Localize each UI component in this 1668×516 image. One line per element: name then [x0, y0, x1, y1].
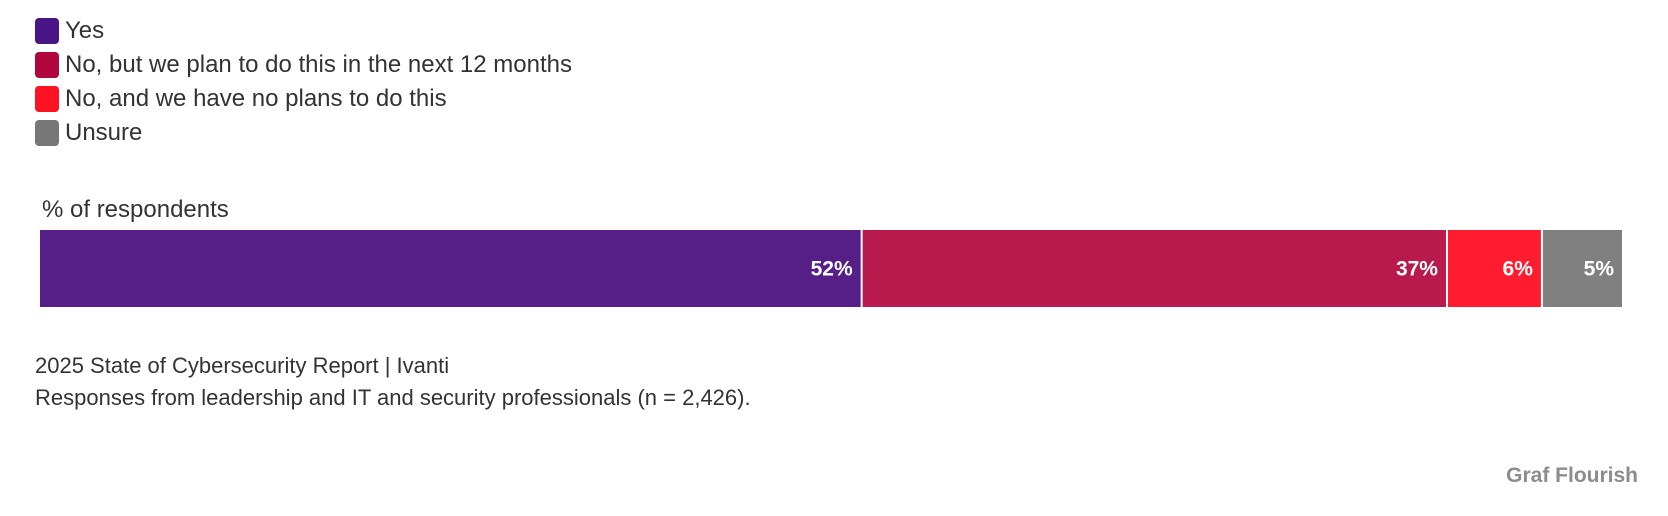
- bar-segment-4[interactable]: [1542, 230, 1622, 307]
- bar-segment-2[interactable]: [862, 230, 1446, 307]
- category-axis-label: % of respondents: [42, 196, 229, 223]
- legend-label-yes: Yes: [65, 17, 105, 44]
- flourish-credit[interactable]: Graf Flourish: [1506, 464, 1638, 487]
- legend-swatch-unsure: [35, 120, 59, 146]
- legend-item-yes[interactable]: Yes: [35, 14, 572, 48]
- legend-item-no-but-plan[interactable]: No, but we plan to do this in the next 1…: [35, 48, 572, 82]
- legend-label-unsure: Unsure: [65, 119, 143, 146]
- legend-label-no-plans: No, and we have no plans to do this: [65, 85, 447, 112]
- bar-segment-3[interactable]: [1447, 230, 1541, 307]
- legend-swatch-yes: [35, 18, 59, 44]
- bar-segment-3-value-label: 6%: [1503, 258, 1534, 281]
- source-description: Responses from leadership and IT and sec…: [35, 385, 751, 410]
- legend: Yes No, but we plan to do this in the ne…: [35, 14, 572, 150]
- bar-segment-1[interactable]: [40, 230, 861, 307]
- bar-segment-2-value-label: 37%: [1396, 258, 1438, 281]
- bar-segment-4-value-label: 5%: [1584, 258, 1615, 281]
- legend-swatch-no-but-plan: [35, 52, 59, 78]
- legend-item-no-plans[interactable]: No, and we have no plans to do this: [35, 82, 572, 116]
- legend-label-no-but-plan: No, but we plan to do this in the next 1…: [65, 51, 572, 78]
- stacked-bar-chart: 52% 37% 6% 5%: [40, 230, 1622, 307]
- source-note: 2025 State of Cybersecurity Report | Iva…: [35, 350, 751, 414]
- bar-segment-1-value-label: 52%: [811, 258, 853, 281]
- legend-item-unsure[interactable]: Unsure: [35, 116, 572, 150]
- legend-swatch-no-plans: [35, 86, 59, 112]
- source-title: 2025 State of Cybersecurity Report | Iva…: [35, 353, 450, 378]
